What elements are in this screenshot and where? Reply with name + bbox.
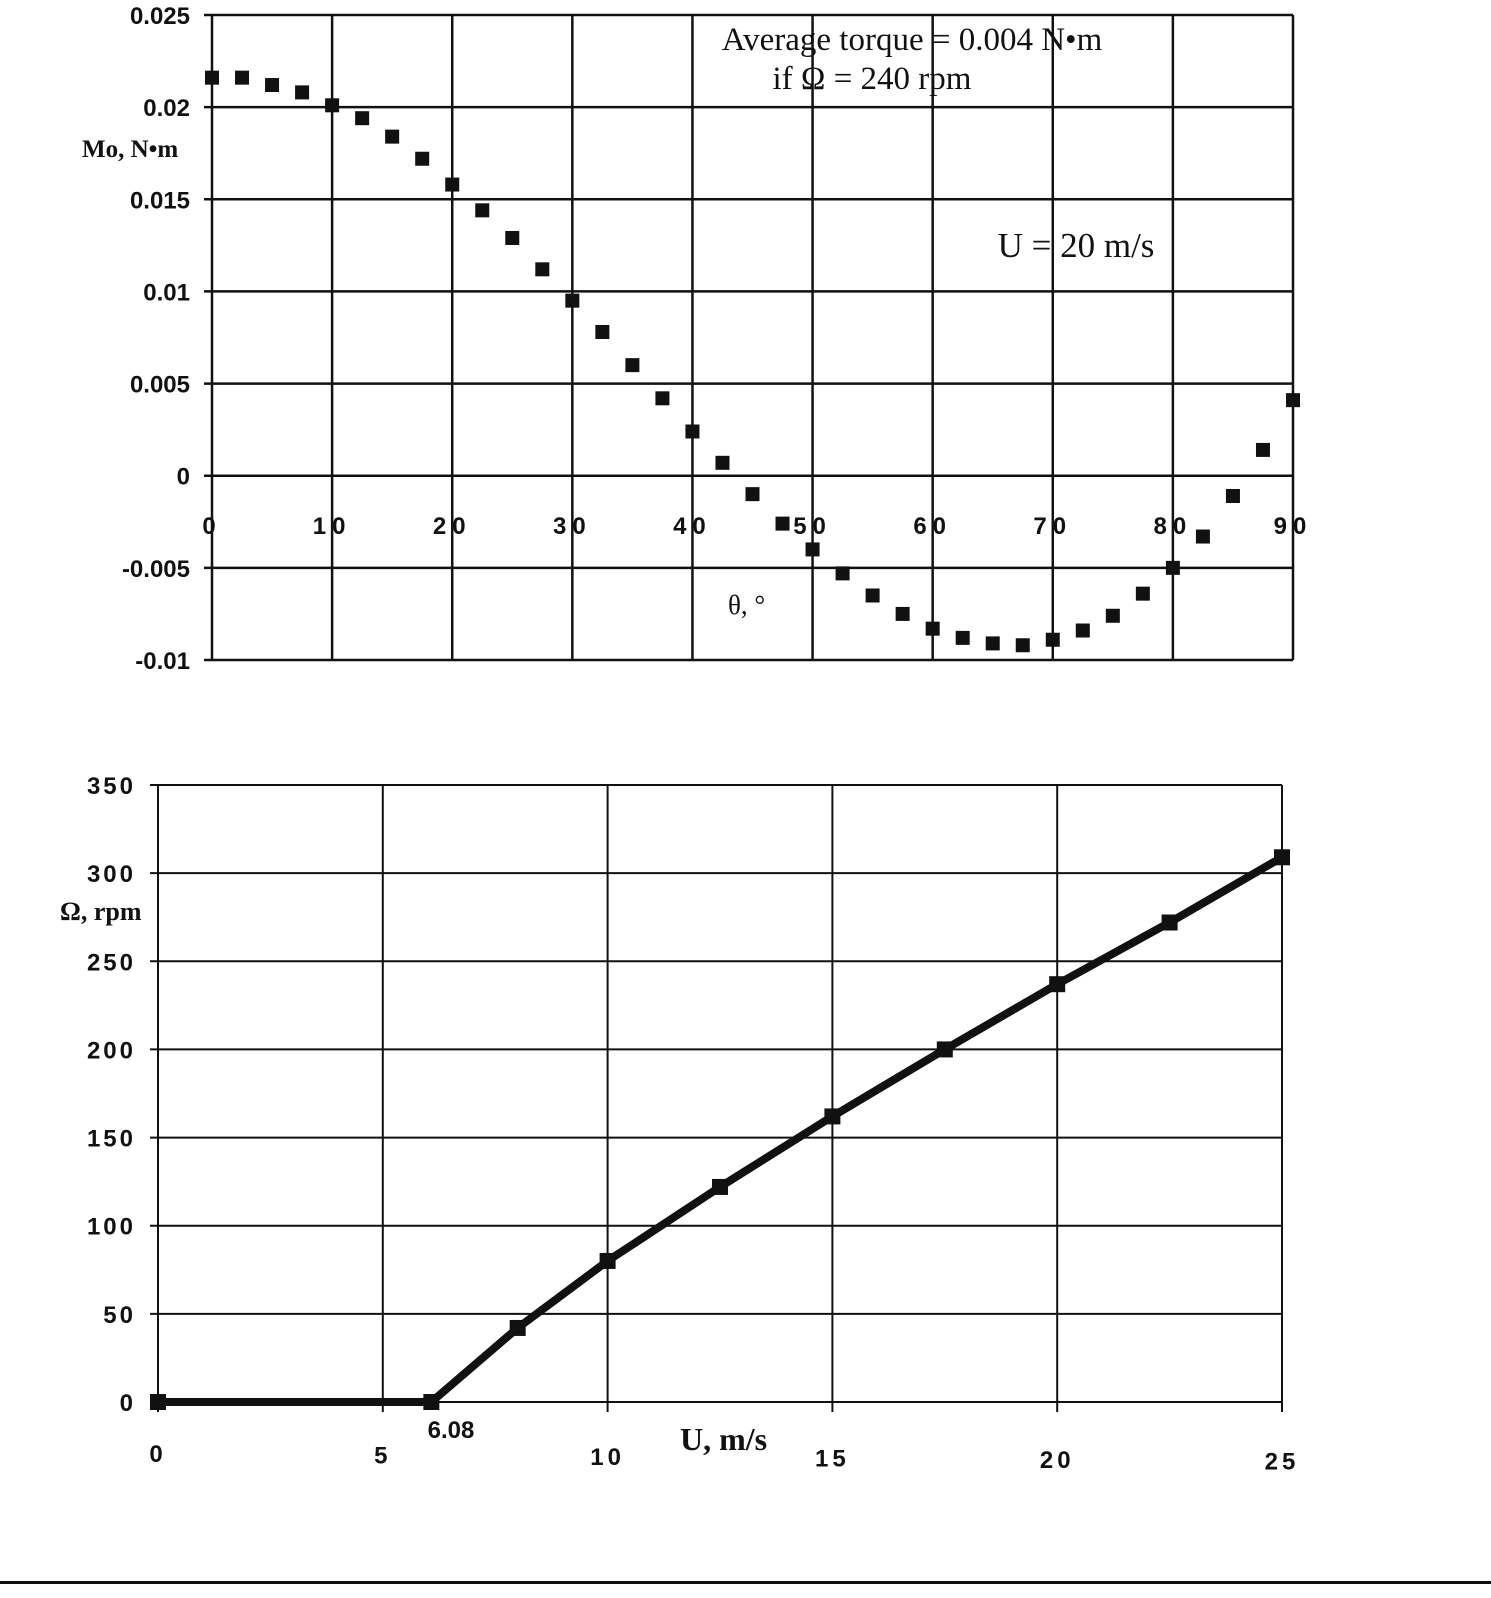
speed-y-axis-label: Ω, rpm [60,897,142,926]
x-tick-label: 30 [553,513,592,540]
data-point-marker [150,1394,166,1410]
speed-x-axis-label: U, m/s [680,1421,767,1457]
wind-speed-annotation: U = 20 m/s [998,226,1155,265]
y-tick-label: 0.01 [143,279,190,306]
data-point-marker [715,455,730,470]
data-point-marker [415,151,430,166]
data-point-marker [1105,608,1120,623]
x-tick-label: 5 [374,1443,391,1470]
speed-curve [158,853,1285,1406]
data-point-marker [775,516,790,531]
speed-y-tick-labels: 350 300 250 200 150 100 50 0 [87,773,136,1417]
omega-condition-annotation: if Ω = 240 rpm [773,61,972,97]
data-point-marker [865,588,880,603]
x-tick-label: 60 [913,513,952,540]
x-tick-label: 25 [1265,1449,1300,1476]
data-point-marker [235,70,250,85]
x-tick-label: 0 [202,513,221,540]
y-tick-label: -0.01 [135,648,190,675]
x-tick-label: 10 [590,1444,625,1471]
torque-y-tick-labels: 0.025 0.02 0.015 0.01 0.005 0 -0.005 -0.01 [122,3,190,675]
x-tick-label: 40 [673,513,712,540]
data-point-marker [1274,849,1290,866]
y-tick-label: 350 [87,773,136,800]
y-tick-label: 0.025 [130,3,190,30]
torque-data-points [205,70,1300,653]
y-tick-label: -0.005 [122,556,190,583]
data-point-marker [445,177,460,192]
data-point-marker [805,542,820,557]
torque-x-axis-label: θ, ° [728,590,765,620]
data-point-marker [423,1394,440,1410]
data-point-marker [565,293,580,308]
speed-data-line [150,849,1290,1410]
data-point-marker [895,606,910,621]
x-tick-label: 50 [793,513,832,540]
data-point-marker [1049,976,1066,993]
data-point-marker [835,566,850,581]
y-tick-label: 200 [87,1037,136,1064]
data-point-marker [1045,632,1060,647]
data-point-marker [1075,623,1090,638]
data-point-marker [655,391,670,406]
y-tick-label: 0.005 [130,372,190,399]
data-point-marker [685,424,700,439]
data-point-marker [1255,442,1270,457]
x-tick-label: 90 [1274,513,1313,540]
data-point-marker [1135,586,1150,601]
x-tick-label: 15 [815,1446,850,1473]
y-tick-label: 300 [87,861,136,888]
data-point-marker [625,358,640,373]
x-tick-label: 80 [1154,513,1193,540]
cut-in-speed-annotation: 6.08 [428,1417,475,1444]
x-tick-label: 70 [1033,513,1072,540]
data-point-marker [712,1178,728,1195]
x-tick-label: 20 [433,513,472,540]
data-point-marker [925,621,940,636]
x-tick-label: 0 [149,1441,166,1468]
data-point-marker [265,78,280,93]
data-point-marker [535,262,550,277]
torque-x-tick-labels: 0 10 20 30 40 50 60 70 80 90 [202,513,1313,540]
data-point-marker [385,129,400,144]
y-tick-label: 0 [120,1390,136,1417]
y-tick-label: 0.015 [130,187,190,214]
data-point-marker [1225,488,1240,503]
data-point-marker [1286,393,1300,408]
data-point-marker [824,1108,841,1125]
data-point-marker [1015,638,1030,653]
y-tick-label: 0.02 [143,95,190,122]
data-point-marker [1165,560,1180,575]
data-point-marker [205,70,219,85]
data-point-marker [936,1041,953,1058]
page-bottom-rule [0,1581,1491,1584]
speed-grid [150,784,1283,1412]
torque-chart: 0.025 0.02 0.015 0.01 0.005 0 -0.005 -0.01 0 10 2… [82,3,1313,675]
y-tick-label: 250 [87,949,136,976]
y-tick-label: 100 [87,1214,136,1241]
y-tick-label: 0 [177,464,190,491]
x-tick-label: 10 [313,513,352,540]
data-point-marker [505,230,520,245]
speed-x-tick-labels: 0 5 10 15 20 25 [149,1441,1300,1476]
data-point-marker [599,1252,616,1269]
y-tick-label: 150 [87,1126,136,1153]
torque-y-axis-label: Mo, N•m [82,136,178,163]
data-point-marker [325,98,340,113]
average-torque-annotation: Average torque = 0.004 N•m [722,22,1103,58]
data-point-marker [955,630,970,645]
data-point-marker [509,1319,526,1336]
data-point-marker [355,111,370,126]
x-tick-label: 20 [1040,1447,1075,1474]
y-tick-label: 50 [103,1302,136,1329]
data-point-marker [745,487,760,502]
data-point-marker [985,636,1000,651]
data-point-marker [1195,529,1210,544]
data-point-marker [295,85,310,100]
data-point-marker [595,324,610,339]
data-point-marker [475,203,490,218]
data-point-marker [1161,914,1178,931]
